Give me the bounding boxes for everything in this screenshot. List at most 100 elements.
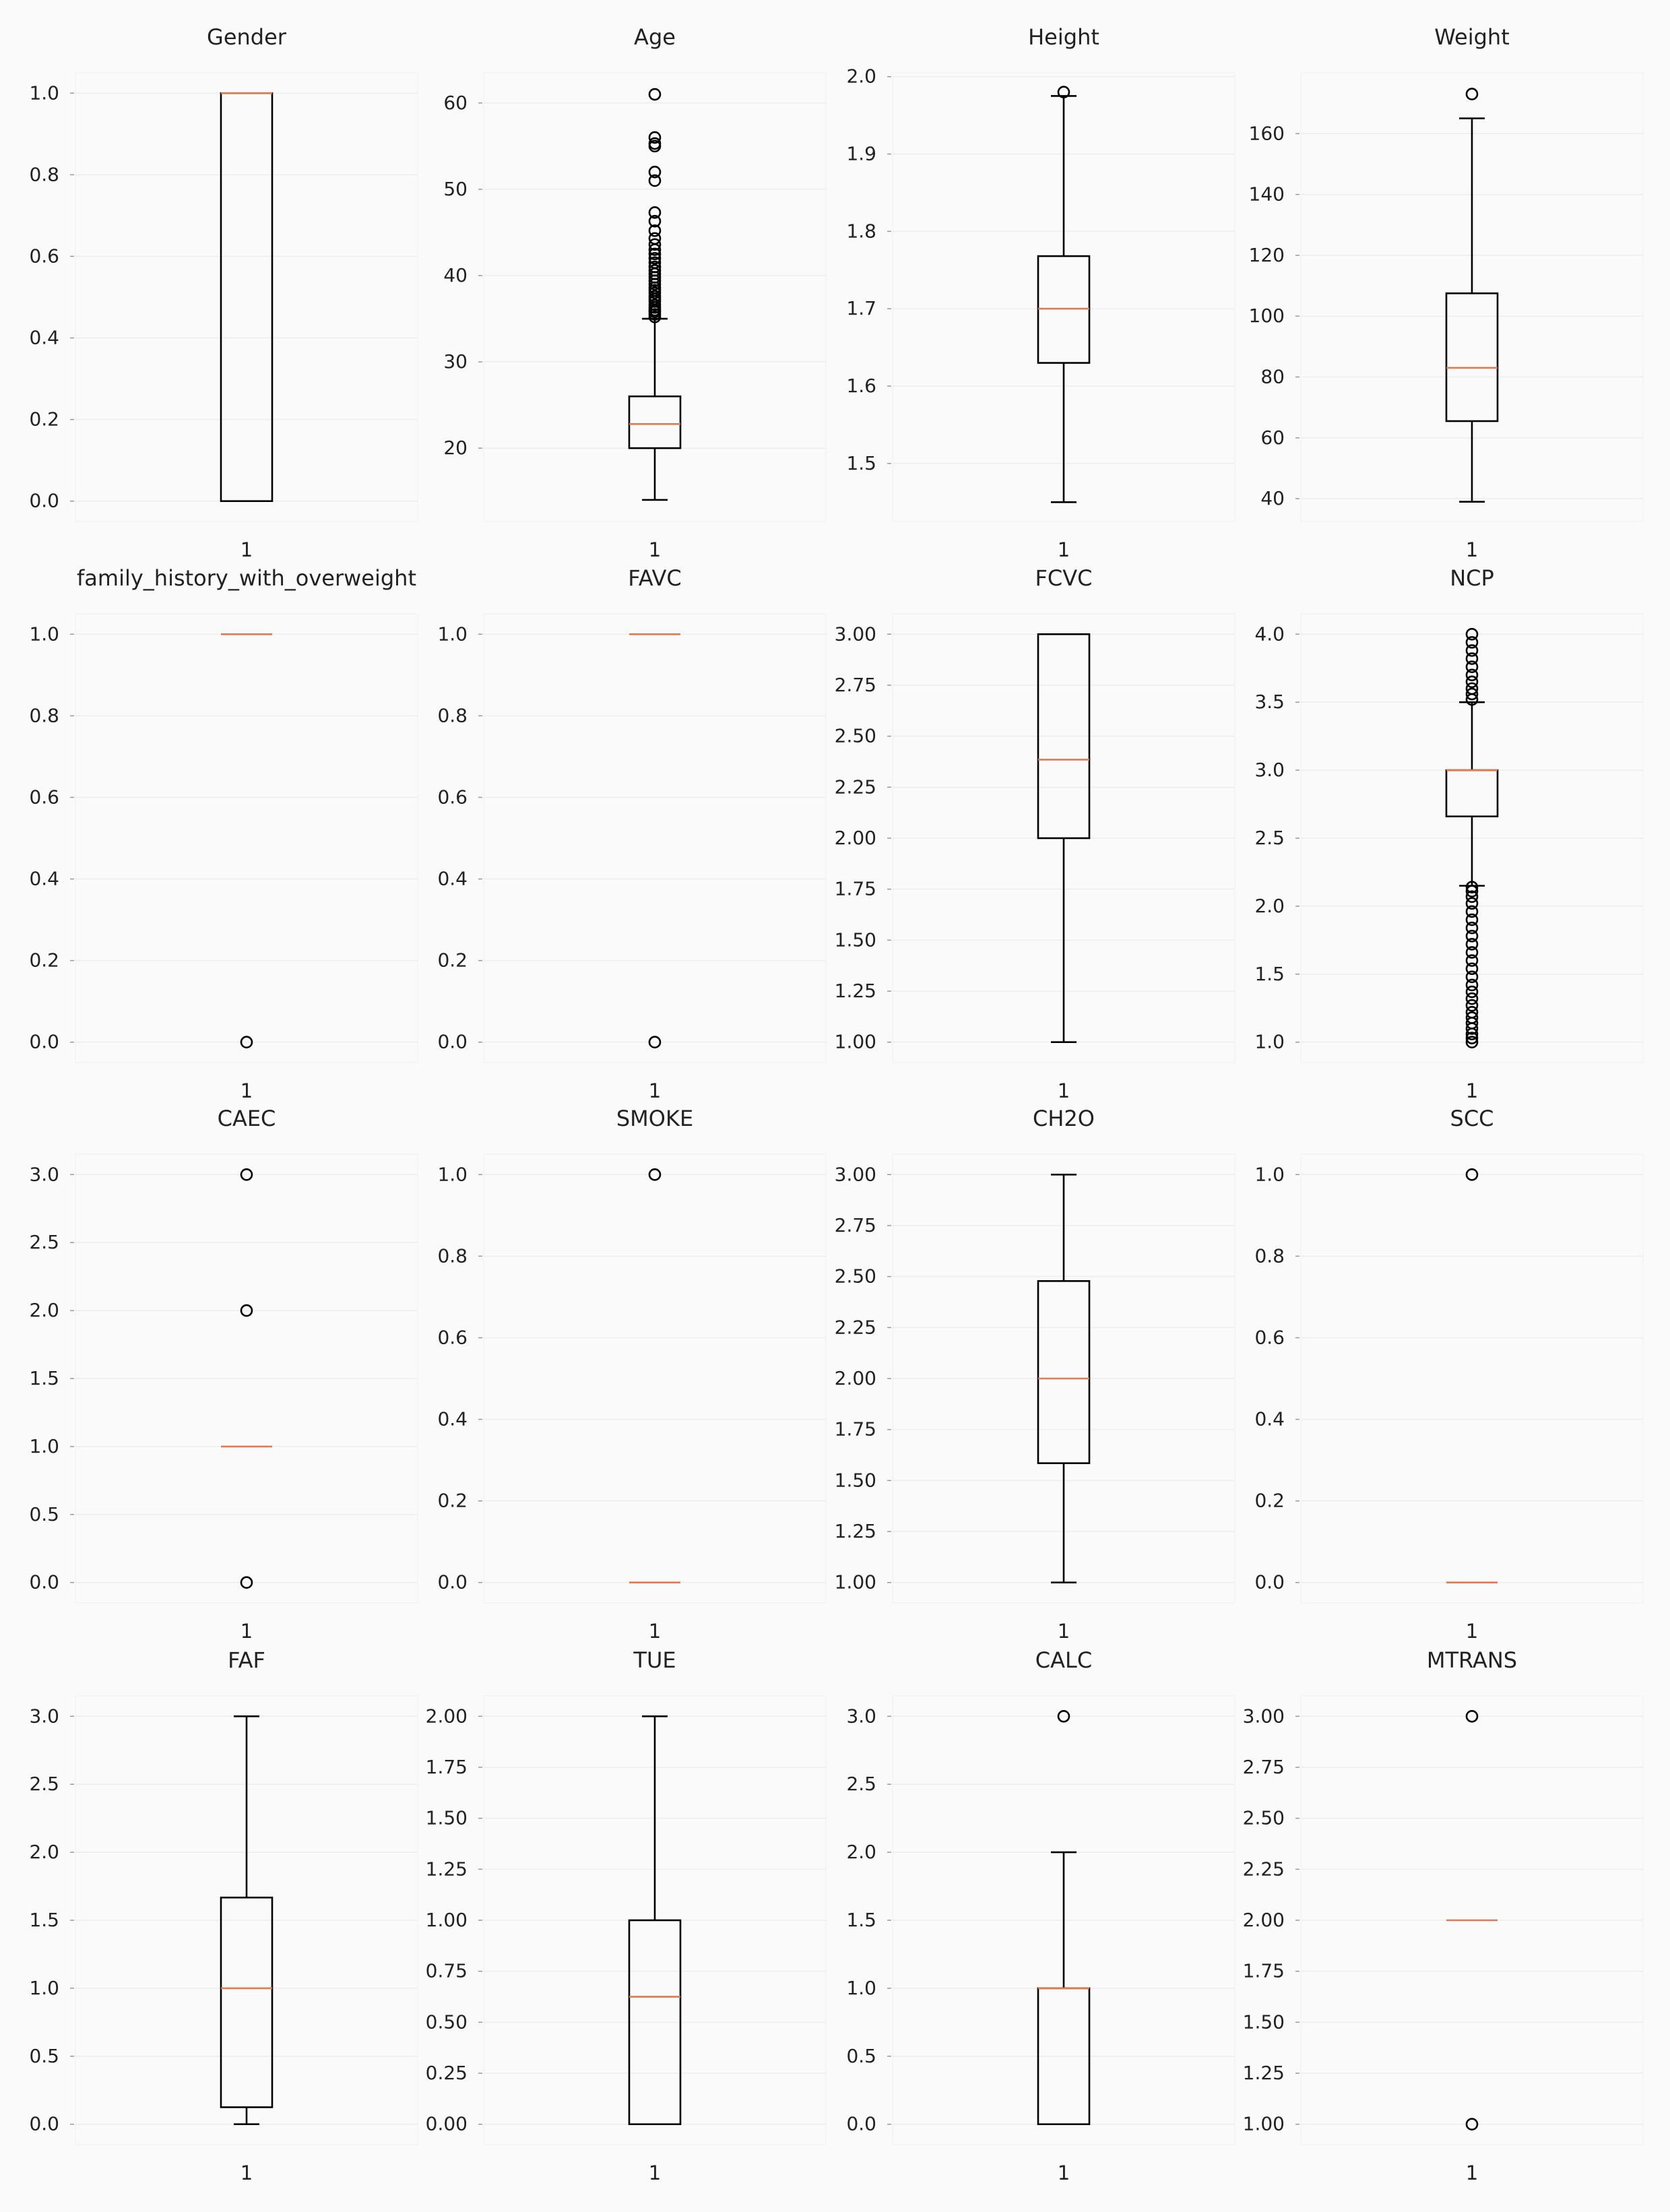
panel-title: MTRANS bbox=[1427, 1647, 1517, 1673]
outlier-point bbox=[1465, 913, 1479, 926]
y-tick-label: 0.2 bbox=[1254, 1490, 1285, 1512]
y-tick-label: 2.25 bbox=[835, 776, 876, 798]
y-tick-label: 1.5 bbox=[29, 1367, 59, 1389]
y-tick-label: 80 bbox=[1260, 366, 1285, 388]
outlier-point bbox=[648, 1036, 662, 1049]
outlier-point bbox=[1465, 905, 1479, 918]
y-tick-label: 2.00 bbox=[835, 1367, 876, 1389]
y-tick-label: 0.8 bbox=[1254, 1244, 1285, 1267]
outlier-point bbox=[1465, 897, 1479, 910]
box bbox=[1037, 633, 1091, 840]
box bbox=[1037, 1279, 1091, 1464]
y-tick-label: 1.75 bbox=[835, 1418, 876, 1441]
panel-favc: 0.0 0.2 0.4 0.6 0.8 1.0 1 FAVC bbox=[437, 565, 827, 1102]
x-tick-label: 1 bbox=[240, 2161, 253, 2184]
outlier-point bbox=[648, 247, 662, 261]
y-tick-label: 1.25 bbox=[835, 1520, 876, 1542]
panel-ch2o: 1.00 1.25 1.50 1.75 2.00 2.25 2.50 2.75 3.00 1 CH2… bbox=[835, 1106, 1235, 1643]
panel-weight: 40 60 80 100 120 140 160 1 Weight bbox=[1249, 24, 1644, 561]
outlier-point bbox=[648, 260, 662, 274]
x-tick-label: 1 bbox=[1058, 1620, 1070, 1643]
panel-title: Gender bbox=[207, 24, 287, 50]
y-tick-label: 2.00 bbox=[835, 827, 876, 849]
y-tick-label: 20 bbox=[443, 437, 468, 459]
outlier-point bbox=[1465, 970, 1479, 984]
outlier-point bbox=[1465, 1709, 1479, 1723]
y-tick-label: 1.00 bbox=[835, 1031, 876, 1053]
y-tick-label: 50 bbox=[443, 178, 468, 200]
panel-calc: 0.0 0.5 1.0 1.5 2.0 2.5 3.0 1 CALC bbox=[846, 1647, 1235, 2184]
y-tick-label: 1.00 bbox=[1243, 2113, 1285, 2135]
outlier-point bbox=[648, 206, 662, 219]
panel-fcvc: 1.00 1.25 1.50 1.75 2.00 2.25 2.50 2.75 3.00 1 FCV… bbox=[835, 565, 1235, 1102]
outlier-point bbox=[648, 214, 662, 228]
outlier-point bbox=[1465, 1036, 1479, 1049]
panel-caec: 0.0 0.5 1.0 1.5 2.0 2.5 3.0 1 CAEC bbox=[29, 1106, 418, 1643]
outlier-point bbox=[1465, 938, 1479, 951]
panel-faf: 0.0 0.5 1.0 1.5 2.0 2.5 3.0 1 FAF bbox=[29, 1647, 418, 2184]
y-tick-label: 160 bbox=[1249, 122, 1285, 144]
y-tick-label: 0.5 bbox=[846, 2045, 876, 2067]
y-tick-label: 1.0 bbox=[437, 623, 468, 645]
outlier-point bbox=[1465, 682, 1479, 695]
y-tick-label: 0.6 bbox=[437, 1326, 468, 1348]
panel-title: FCVC bbox=[1035, 565, 1093, 591]
outlier-point bbox=[648, 252, 662, 265]
plot-area bbox=[483, 72, 827, 522]
y-tick-label: 40 bbox=[1260, 487, 1285, 509]
y-tick-label: 2.0 bbox=[1254, 895, 1285, 917]
y-tick-label: 0.0 bbox=[29, 490, 59, 512]
y-tick-label: 1.50 bbox=[426, 1807, 468, 1829]
y-tick-label: 0.4 bbox=[1254, 1408, 1285, 1430]
x-tick-label: 1 bbox=[1466, 1620, 1478, 1643]
y-tick-label: 1.5 bbox=[1254, 963, 1285, 985]
y-tick-label: 2.25 bbox=[1243, 1858, 1285, 1880]
y-tick-label: 2.75 bbox=[835, 674, 876, 696]
outlier-point bbox=[1465, 627, 1479, 641]
outlier-point bbox=[1465, 881, 1479, 893]
y-tick-label: 0.6 bbox=[29, 245, 59, 267]
y-tick-label: 0.50 bbox=[426, 2011, 468, 2033]
y-tick-label: 1.25 bbox=[1243, 2062, 1285, 2084]
y-tick-label: 120 bbox=[1249, 244, 1285, 266]
outlier-point bbox=[1465, 978, 1479, 992]
x-tick-label: 1 bbox=[649, 1620, 661, 1643]
panel-tue: 0.00 0.25 0.50 0.75 1.00 1.25 1.50 1.75 2.00 1 TUE bbox=[426, 1647, 827, 2184]
y-tick-label: 0.8 bbox=[29, 704, 59, 726]
y-tick-label: 1.75 bbox=[1243, 1960, 1285, 1982]
y-tick-label: 0.8 bbox=[437, 1244, 468, 1267]
y-tick-label: 2.00 bbox=[1243, 1909, 1285, 1931]
y-tick-label: 0.0 bbox=[1254, 1571, 1285, 1593]
plot-area bbox=[75, 613, 418, 1063]
y-tick-label: 1.5 bbox=[29, 1909, 59, 1931]
box bbox=[220, 1896, 274, 2108]
y-tick-label: 0.2 bbox=[437, 1490, 468, 1512]
y-tick-label: 2.00 bbox=[426, 1705, 468, 1727]
outlier-point bbox=[648, 256, 662, 270]
panel-title: CAEC bbox=[218, 1106, 276, 1131]
y-tick-label: 3.0 bbox=[29, 1705, 59, 1727]
panel-title: FAVC bbox=[628, 565, 682, 591]
plot-area bbox=[1300, 1154, 1644, 1604]
y-tick-label: 0.4 bbox=[437, 868, 468, 890]
y-tick-label: 0.0 bbox=[846, 2113, 876, 2135]
outlier-point bbox=[1465, 644, 1479, 657]
panel-mtrans: 1.00 1.25 1.50 1.75 2.00 2.25 2.50 2.75 3.00 1 MTR… bbox=[1243, 1647, 1644, 2184]
y-tick-label: 1.7 bbox=[846, 297, 876, 319]
x-tick-label: 1 bbox=[649, 1079, 661, 1102]
outlier-point bbox=[1465, 2118, 1479, 2131]
outlier-point bbox=[1465, 999, 1479, 1012]
y-tick-label: 2.75 bbox=[1243, 1756, 1285, 1778]
outlier-point bbox=[648, 263, 662, 277]
outlier-point bbox=[1465, 954, 1479, 967]
y-tick-label: 0.0 bbox=[437, 1031, 468, 1053]
y-tick-label: 1.00 bbox=[835, 1571, 876, 1593]
outlier-point bbox=[240, 1168, 253, 1181]
outlier-point bbox=[648, 88, 662, 101]
x-tick-label: 1 bbox=[1058, 1079, 1070, 1102]
y-tick-label: 0.0 bbox=[29, 1571, 59, 1593]
y-tick-label: 1.75 bbox=[426, 1756, 468, 1778]
y-tick-label: 60 bbox=[443, 92, 468, 114]
outlier-point bbox=[240, 1304, 253, 1317]
y-tick-label: 0.6 bbox=[1254, 1326, 1285, 1348]
